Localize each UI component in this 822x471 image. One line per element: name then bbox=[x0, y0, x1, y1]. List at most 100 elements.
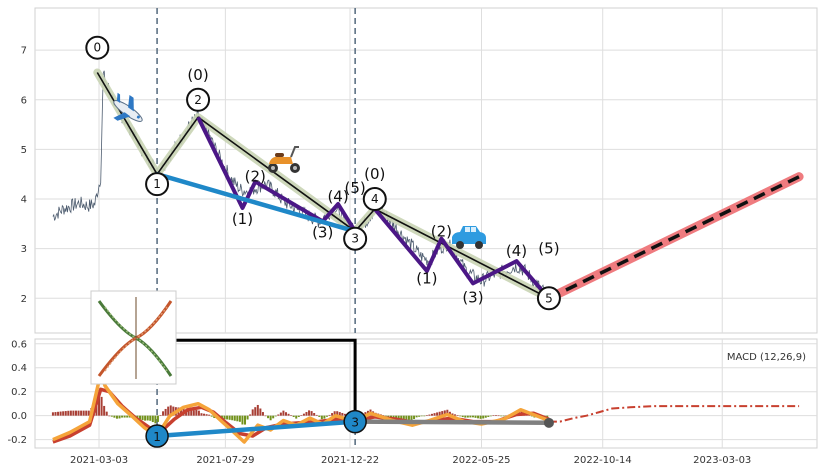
macd-histogram-bar bbox=[292, 415, 295, 418]
secondary-wave-label: (5) bbox=[538, 240, 559, 258]
macd-histogram-bar bbox=[159, 415, 162, 416]
macd-histogram-bar bbox=[139, 415, 142, 420]
macd-histogram-bar bbox=[402, 415, 405, 420]
macd-histogram-bar bbox=[428, 414, 431, 416]
macd-histogram-bar bbox=[256, 404, 259, 416]
macd-histogram-bar bbox=[407, 415, 410, 420]
macd-histogram-bar bbox=[226, 415, 229, 420]
macd-histogram-bar bbox=[144, 415, 147, 421]
macd-histogram-bar bbox=[154, 415, 157, 424]
x-tick-label: 2022-05-25 bbox=[452, 455, 510, 466]
x-tick-label: 2023-03-03 bbox=[693, 455, 751, 466]
wave-marker bbox=[536, 286, 561, 311]
secondary-wave-line-b bbox=[373, 207, 551, 300]
macd-histogram-bar bbox=[205, 414, 208, 416]
swing-chart-thumbnail bbox=[90, 290, 177, 385]
wave-marker-label: 1 bbox=[153, 177, 161, 191]
macd-histogram-bar bbox=[87, 410, 90, 416]
macd-histogram-bar bbox=[241, 415, 244, 425]
macd-histogram-bar bbox=[443, 410, 446, 416]
macd-histogram-bar bbox=[497, 415, 500, 417]
macd-histogram-bar bbox=[274, 415, 277, 417]
price-y-tick-label: 5 bbox=[21, 145, 27, 156]
wave-marker bbox=[186, 87, 211, 112]
macd-histogram-bar bbox=[405, 415, 408, 420]
macd-histogram-bar bbox=[108, 415, 111, 417]
macd-histogram-bar bbox=[62, 411, 65, 416]
macd-histogram-bar bbox=[269, 415, 272, 421]
x-tick-label: 2021-07-29 bbox=[196, 455, 254, 466]
car-icon bbox=[452, 226, 486, 249]
macd-histogram-bar bbox=[336, 411, 339, 416]
macd-histogram-bar bbox=[228, 415, 231, 420]
macd-histogram-bar bbox=[213, 415, 216, 419]
macd-y-tick-label: 0.4 bbox=[11, 363, 27, 374]
airplane-icon bbox=[113, 92, 143, 122]
macd-histogram-bar bbox=[203, 413, 206, 416]
macd-histogram-bar bbox=[308, 410, 311, 416]
secondary-wave-line-a bbox=[196, 116, 357, 233]
macd-histogram-bar bbox=[251, 409, 254, 416]
macd-histogram-bar bbox=[264, 415, 267, 417]
secondary-wave-label: (0) bbox=[364, 165, 385, 183]
macd-histogram-bar bbox=[313, 413, 316, 416]
macd-histogram-bar bbox=[500, 415, 503, 417]
secondary-wave-label: (2) bbox=[431, 222, 452, 240]
macd-histogram-bar bbox=[466, 415, 469, 418]
macd-histogram-bar bbox=[254, 407, 257, 416]
price-trend-line bbox=[154, 171, 358, 234]
macd-divergence-endpoint bbox=[543, 417, 554, 428]
macd-histogram-bar bbox=[72, 410, 75, 416]
macd-histogram-bar bbox=[290, 415, 293, 417]
macd-histogram-bar bbox=[246, 415, 249, 420]
macd-histogram-bar bbox=[392, 415, 395, 419]
macd-histogram-bar bbox=[267, 415, 270, 419]
wave-marker bbox=[85, 35, 110, 60]
secondary-wave-label: (5) bbox=[345, 179, 366, 197]
macd-connector-line bbox=[161, 338, 357, 422]
macd-histogram-bar bbox=[277, 414, 280, 416]
macd-histogram-bar bbox=[110, 415, 113, 417]
macd-histogram-bar bbox=[461, 415, 464, 418]
macd-histogram-bar bbox=[80, 410, 83, 416]
macd-histogram-bar bbox=[113, 415, 116, 418]
macd-histogram-bar bbox=[489, 415, 492, 417]
macd-histogram-bar bbox=[100, 396, 103, 416]
macd-histogram-bar bbox=[436, 412, 439, 416]
macd-histogram-bar bbox=[121, 415, 124, 418]
macd-histogram-bar bbox=[438, 411, 441, 416]
macd-histogram-bar bbox=[123, 415, 126, 418]
macd-histogram-bar bbox=[238, 415, 241, 422]
macd-histogram-bar bbox=[195, 409, 198, 416]
macd-histogram-bar bbox=[272, 415, 275, 419]
macd-histogram-bar bbox=[495, 415, 498, 416]
macd-histogram-bar bbox=[395, 415, 398, 419]
macd-histogram-bar bbox=[456, 415, 459, 416]
macd-histogram-bar bbox=[546, 415, 549, 418]
macd-histogram-bar bbox=[200, 413, 203, 416]
price-y-tick-label: 2 bbox=[21, 294, 27, 305]
macd-histogram-bar bbox=[302, 413, 305, 416]
macd-histogram-bar bbox=[261, 412, 264, 416]
macd-histogram-bar bbox=[282, 410, 285, 416]
macd-histogram-bar bbox=[208, 414, 211, 416]
macd-histogram-bar bbox=[126, 415, 129, 418]
macd-histogram-bar bbox=[331, 413, 334, 416]
secondary-wave-label: (1) bbox=[232, 210, 253, 228]
macd-y-tick-label: 0.6 bbox=[11, 339, 27, 350]
macd-histogram-bar bbox=[190, 410, 193, 416]
macd-histogram-bar bbox=[487, 415, 490, 417]
macd-histogram-bar bbox=[210, 415, 213, 417]
macd-histogram-bar bbox=[162, 411, 165, 416]
macd-histogram-bar bbox=[233, 415, 236, 421]
macd-histogram-bar bbox=[167, 406, 170, 416]
macd-divergence-line bbox=[352, 419, 552, 426]
macd-histogram-bar bbox=[128, 415, 131, 418]
macd-histogram-bar bbox=[397, 415, 400, 419]
wave-marker-label: 4 bbox=[371, 192, 379, 206]
price-y-tick-label: 6 bbox=[21, 95, 27, 106]
macd-histogram-bar bbox=[341, 412, 344, 416]
macd-histogram-bar bbox=[482, 415, 485, 419]
macd-histogram-bar bbox=[492, 415, 495, 417]
macd-histogram-bar bbox=[169, 405, 172, 416]
